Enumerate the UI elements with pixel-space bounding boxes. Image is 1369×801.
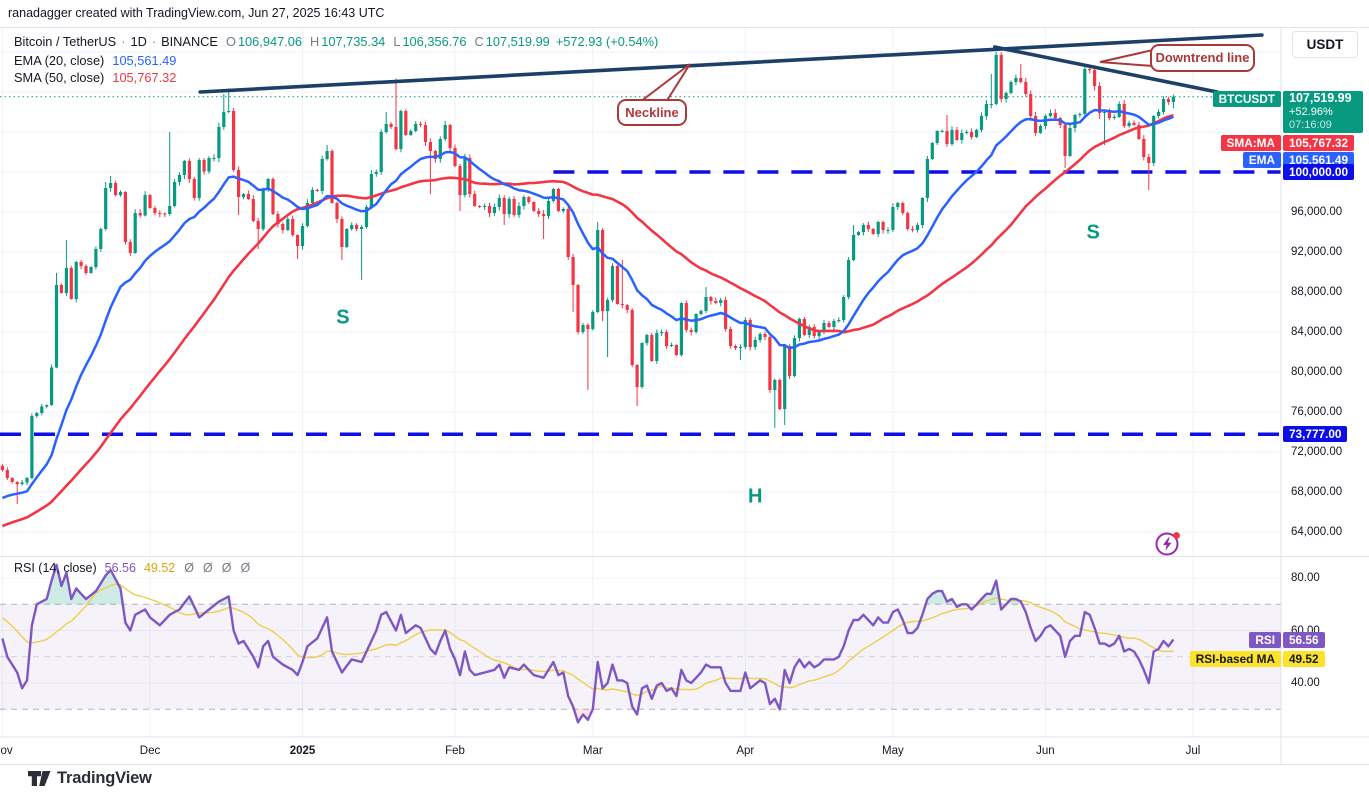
sma-axis-label-badge: SMA:MA: [1220, 135, 1281, 151]
rsi-empty-param: Ø: [240, 561, 251, 575]
rsi-axis-label-badge: RSI: [1249, 632, 1281, 648]
rsi-ma-axis-label-badge: RSI-based MA: [1189, 651, 1281, 667]
head-shoulders-letter[interactable]: H: [747, 485, 763, 508]
time-axis-label: 2025: [289, 745, 316, 757]
legend-separator: ·: [121, 34, 126, 49]
price-tick-label: 76,000.00: [1291, 406, 1343, 418]
symbol-price-label-badge: BTCUSDT: [1212, 91, 1281, 107]
rsi-legend-value: 56.56: [104, 561, 136, 575]
time-axis-label: Mar: [582, 745, 603, 757]
low-letter: L: [393, 34, 401, 49]
price-level-axis-badge: 100,000.00: [1283, 164, 1355, 180]
rsi-empty-param: Ø: [202, 561, 213, 575]
price-tick-label: 96,000.00: [1291, 206, 1343, 218]
sma-legend-value: 105,767.32: [112, 70, 177, 85]
high-letter: H: [310, 34, 320, 49]
time-axis-label: Jun: [1036, 745, 1055, 757]
attribution-text: ranadagger created with TradingView.com,…: [8, 6, 385, 20]
price-tick-label: 72,000.00: [1291, 446, 1343, 458]
rsi-ma-axis-value-badge: 49.52: [1283, 651, 1325, 667]
last-price-change-pct: +52.96%: [1289, 105, 1333, 118]
ema-legend-label: EMA (20, close): [14, 53, 105, 68]
price-tick-label: 80,000.00: [1291, 366, 1343, 378]
head-shoulders-letter[interactable]: S: [336, 306, 350, 329]
price-tick-label: 68,000.00: [1291, 486, 1343, 498]
ema-legend-value: 105,561.49: [112, 53, 177, 68]
open-value: 106,947.06: [237, 34, 302, 49]
flash-events-icon[interactable]: [1154, 529, 1182, 562]
last-price-axis-box: 107,519.99 +52.96% 07:16:09: [1283, 91, 1363, 133]
close-value: 107,519.99: [485, 34, 550, 49]
rsi-legend-row: RSI (14, close) 56.56 49.52 Ø Ø Ø Ø: [14, 561, 250, 575]
close-letter: C: [474, 34, 484, 49]
ema-legend-row: EMA (20, close) 105,561.49: [14, 53, 176, 68]
high-value: 107,735.34: [321, 34, 386, 49]
rsi-legend-title: RSI (14, close): [14, 561, 97, 575]
rsi-empty-param: Ø: [221, 561, 232, 575]
currency-toggle-button[interactable]: USDT: [1292, 31, 1358, 58]
price-tick-label: 64,000.00: [1291, 526, 1343, 538]
symbol-title[interactable]: Bitcoin / TetherUS: [14, 34, 117, 49]
rsi-tick-label: 80.00: [1291, 572, 1320, 584]
tradingview-logo[interactable]: TradingView: [28, 769, 152, 788]
rsi-axis-value-badge: 56.56: [1283, 632, 1325, 648]
sma-legend-row: SMA (50, close) 105,767.32: [14, 70, 176, 85]
exchange-label: BINANCE: [161, 34, 218, 49]
price-tick-label: 92,000.00: [1291, 246, 1343, 258]
time-axis-label: Apr: [736, 745, 755, 757]
rsi-tick-label: 40.00: [1291, 677, 1320, 689]
head-shoulders-letter[interactable]: S: [1086, 221, 1100, 244]
rsi-empty-param: Ø: [184, 561, 194, 575]
bar-countdown: 07:16:09: [1289, 119, 1332, 131]
change-value: +572.93 (+0.54%): [555, 34, 659, 49]
rsi-ma-legend-value: 49.52: [143, 561, 176, 575]
time-axis-label: Jul: [1185, 745, 1201, 757]
time-axis-label: May: [882, 745, 904, 757]
downtrend-line-callout[interactable]: Downtrend line: [1150, 44, 1255, 72]
ema-axis-label-badge: EMA: [1242, 152, 1281, 168]
sma-legend-label: SMA (50, close): [14, 70, 105, 85]
tradingview-logo-icon: [28, 771, 51, 786]
low-value: 106,356.76: [402, 34, 467, 49]
symbol-legend: Bitcoin / TetherUS · 1D · BINANCE O 106,947.06…: [14, 34, 658, 49]
price-tick-label: 84,000.00: [1291, 326, 1343, 338]
legend-separator: ·: [151, 34, 157, 49]
interval-label[interactable]: 1D: [130, 34, 147, 49]
time-axis-label: Feb: [445, 745, 465, 757]
price-level-axis-badge: 73,777.00: [1283, 426, 1348, 443]
sma-axis-value-badge: 105,767.32: [1283, 135, 1355, 151]
price-tick-label: 88,000.00: [1291, 286, 1343, 298]
open-letter: O: [225, 34, 236, 49]
time-axis-label: Dec: [139, 745, 161, 757]
last-price-value: 107,519.99: [1289, 91, 1352, 105]
tradingview-logo-text: TradingView: [57, 769, 152, 787]
time-axis-label: Nov: [0, 745, 13, 757]
neckline-callout[interactable]: Neckline: [617, 99, 687, 126]
